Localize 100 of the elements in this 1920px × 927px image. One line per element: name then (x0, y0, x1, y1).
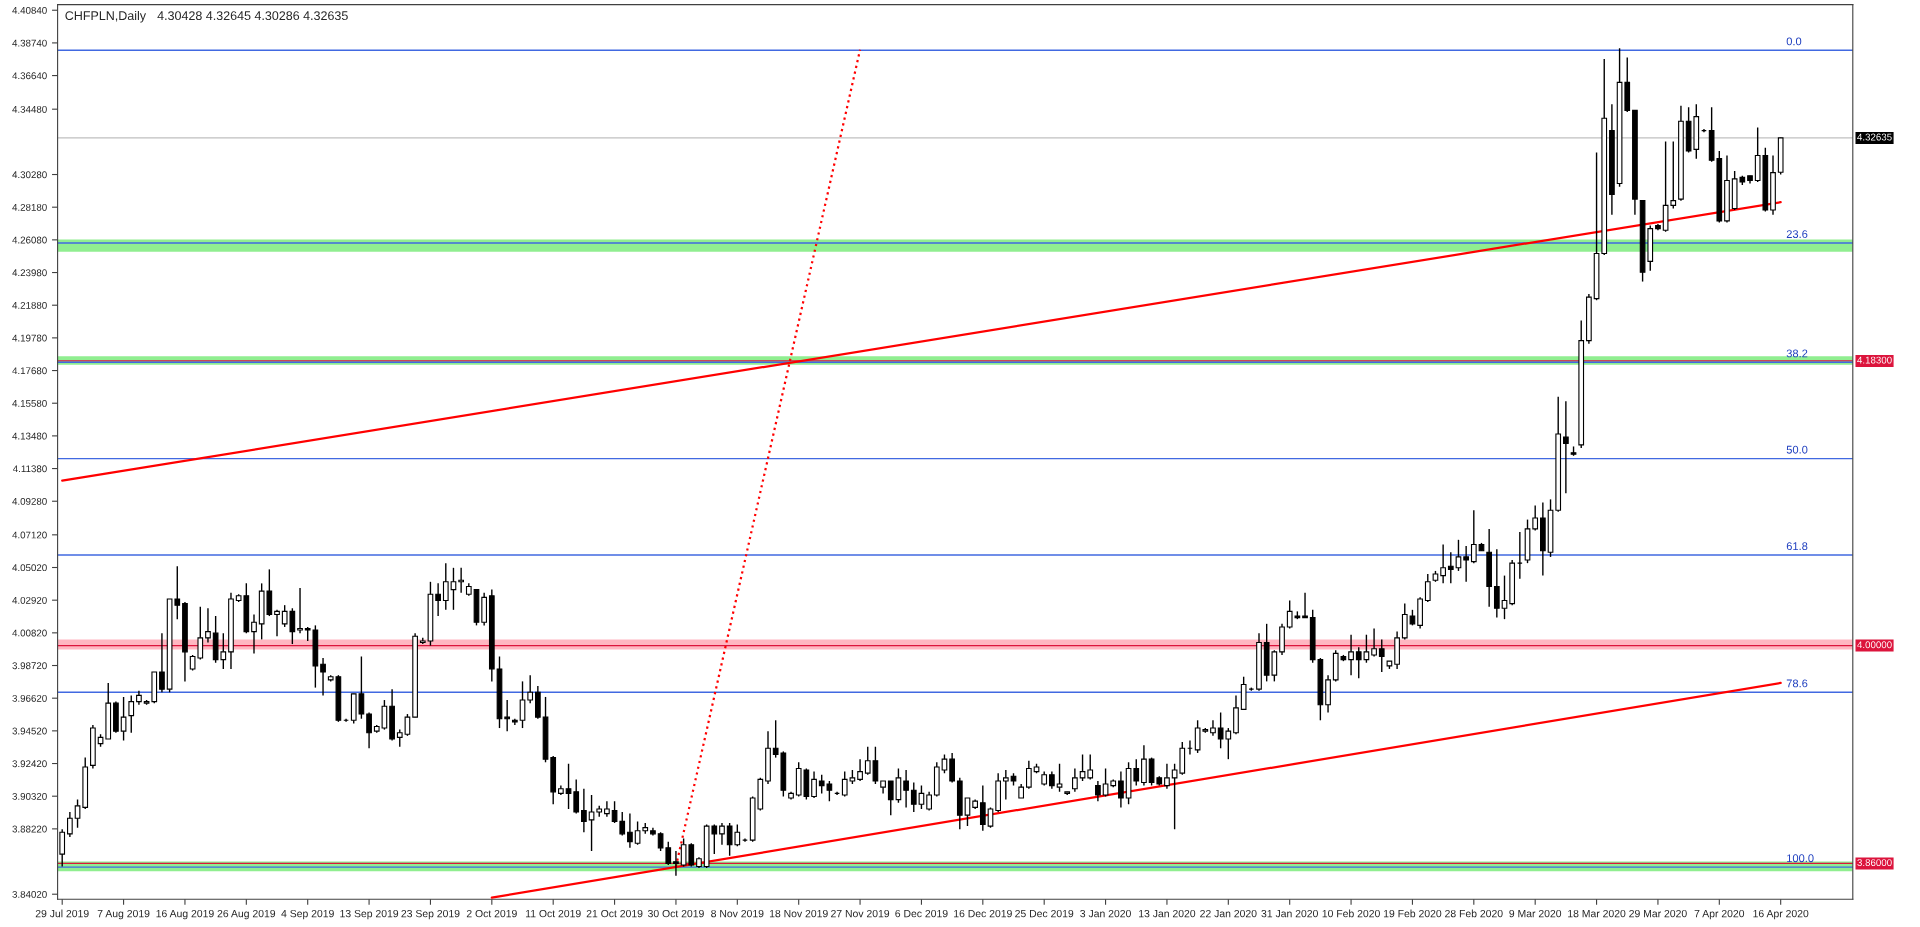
candlestick (1501, 574, 1508, 620)
candlestick (59, 828, 66, 868)
candlestick (573, 778, 580, 815)
x-tick-label: 26 Aug 2019 (217, 909, 276, 920)
y-tick-label: 4.26080 (12, 236, 47, 244)
candlestick (1072, 767, 1078, 793)
annotation: 0.0 (1786, 37, 1802, 46)
x-tick-label: 4 Sep 2019 (281, 909, 334, 920)
candlestick (949, 752, 955, 784)
candlestick (1164, 763, 1170, 790)
candlestick (719, 822, 725, 846)
annotation: 38.2 (1786, 349, 1808, 358)
chart-title: CHFPLN,Daily (65, 10, 147, 23)
candlestick (450, 567, 457, 611)
x-tick-label: 13 Jan 2020 (1139, 909, 1196, 918)
x-tick-label: 18 Mar 2020 (1568, 909, 1626, 918)
candlestick (1470, 509, 1477, 564)
y-tick-label: 4.40840 (12, 6, 47, 14)
x-tick-label: 31 Jan 2020 (1261, 909, 1318, 918)
y-tick-label: 4.02920 (12, 596, 47, 604)
x-tick-label: 16 Apr 2020 (1753, 909, 1809, 920)
ref-line-label: 4.18300 (1857, 356, 1892, 364)
annotation: 78.6 (1786, 679, 1808, 688)
annotation: 50.0 (1786, 445, 1808, 454)
y-tick-label: 3.92420 (12, 760, 47, 768)
candlestick (159, 632, 165, 693)
candlestick (565, 763, 572, 810)
candlestick (1455, 539, 1462, 572)
candlestick (1056, 763, 1063, 793)
candlestick (1447, 551, 1454, 585)
candlestick (1210, 719, 1216, 737)
y-tick-label: 3.98720 (12, 662, 47, 670)
annotation: 100.0 (1787, 854, 1814, 863)
candlestick (527, 674, 534, 704)
y-tick-label: 4.07120 (12, 531, 47, 539)
candlestick (1141, 744, 1147, 787)
candlestick (442, 562, 449, 611)
x-tick-label: 13 Sep 2019 (340, 909, 399, 920)
y-tick-label: 4.34480 (12, 105, 47, 113)
y-tick-label: 4.28180 (12, 203, 47, 211)
candlestick (926, 791, 932, 812)
candlestick (1002, 769, 1009, 801)
x-tick-label: 16 Dec 2019 (954, 909, 1012, 918)
candlestick (941, 753, 948, 774)
x-tick-label: 7 Apr 2020 (1694, 909, 1745, 920)
candlestick (1463, 545, 1469, 583)
ref-line-label: 4.32635 (1857, 133, 1892, 141)
x-tick-label: 25 Dec 2019 (1015, 909, 1074, 918)
x-tick-label: 11 Oct 2019 (526, 909, 581, 918)
x-tick-label: 7 Aug 2019 (97, 909, 150, 920)
y-tick-label: 4.23980 (12, 269, 47, 277)
ref-line-label: 4.00000 (1857, 641, 1892, 649)
x-tick-label: 18 Nov 2019 (769, 909, 828, 918)
candlestick (673, 850, 679, 877)
candlestick (366, 711, 372, 749)
candlestick (627, 812, 633, 849)
annotation: 23.6 (1786, 230, 1808, 238)
x-tick-label: 30 Oct 2019 (647, 909, 704, 918)
x-tick-label: 16 Aug 2019 (156, 909, 214, 920)
y-tick-label: 3.96620 (12, 694, 47, 702)
candlestick (519, 680, 526, 729)
y-tick-label: 3.90320 (12, 792, 47, 800)
x-tick-label: 28 Feb 2020 (1445, 909, 1503, 918)
y-tick-label: 4.09280 (12, 497, 47, 505)
candlestick (67, 811, 73, 838)
y-tick-label: 4.38740 (12, 39, 47, 47)
candlestick (903, 769, 909, 809)
candlestick (581, 788, 587, 833)
candlestick (964, 797, 971, 827)
y-tick-label: 4.17680 (12, 367, 47, 375)
candlestick (251, 613, 257, 655)
candlestick (1440, 543, 1446, 585)
candlestick (811, 770, 817, 799)
candlestick (1371, 627, 1377, 658)
x-tick-label: 3 Jan 2020 (1080, 909, 1131, 918)
candlestick (1348, 634, 1354, 676)
candlestick (857, 758, 863, 782)
x-tick-label: 19 Feb 2020 (1383, 909, 1442, 918)
y-tick-label: 4.30280 (12, 171, 47, 179)
candlestick (120, 696, 127, 742)
y-tick-label: 4.05020 (12, 564, 47, 572)
candlestick (1493, 548, 1500, 619)
candlestick (1095, 780, 1101, 802)
y-tick-label: 3.84020 (12, 890, 47, 898)
y-tick-label: 4.19780 (12, 334, 47, 342)
x-tick-label: 8 Nov 2019 (711, 909, 764, 918)
candlestick (74, 798, 81, 829)
x-tick-label: 23 Sep 2019 (401, 909, 460, 920)
candlestick (435, 582, 441, 617)
x-tick-label: 6 Dec 2019 (895, 909, 948, 918)
annotation: 61.8 (1786, 542, 1808, 551)
candlestick (604, 800, 610, 818)
x-tick-label: 10 Feb 2020 (1322, 909, 1380, 918)
candlestick (1302, 592, 1308, 619)
candlestick (987, 806, 994, 829)
chart-subtitle: 4.30428 4.32645 4.30286 4.32635 (157, 11, 348, 21)
candlestick (1532, 504, 1539, 532)
candlestick (1118, 770, 1124, 809)
x-tick-label: 29 Jul 2019 (35, 909, 89, 918)
candlestick (1563, 400, 1569, 494)
